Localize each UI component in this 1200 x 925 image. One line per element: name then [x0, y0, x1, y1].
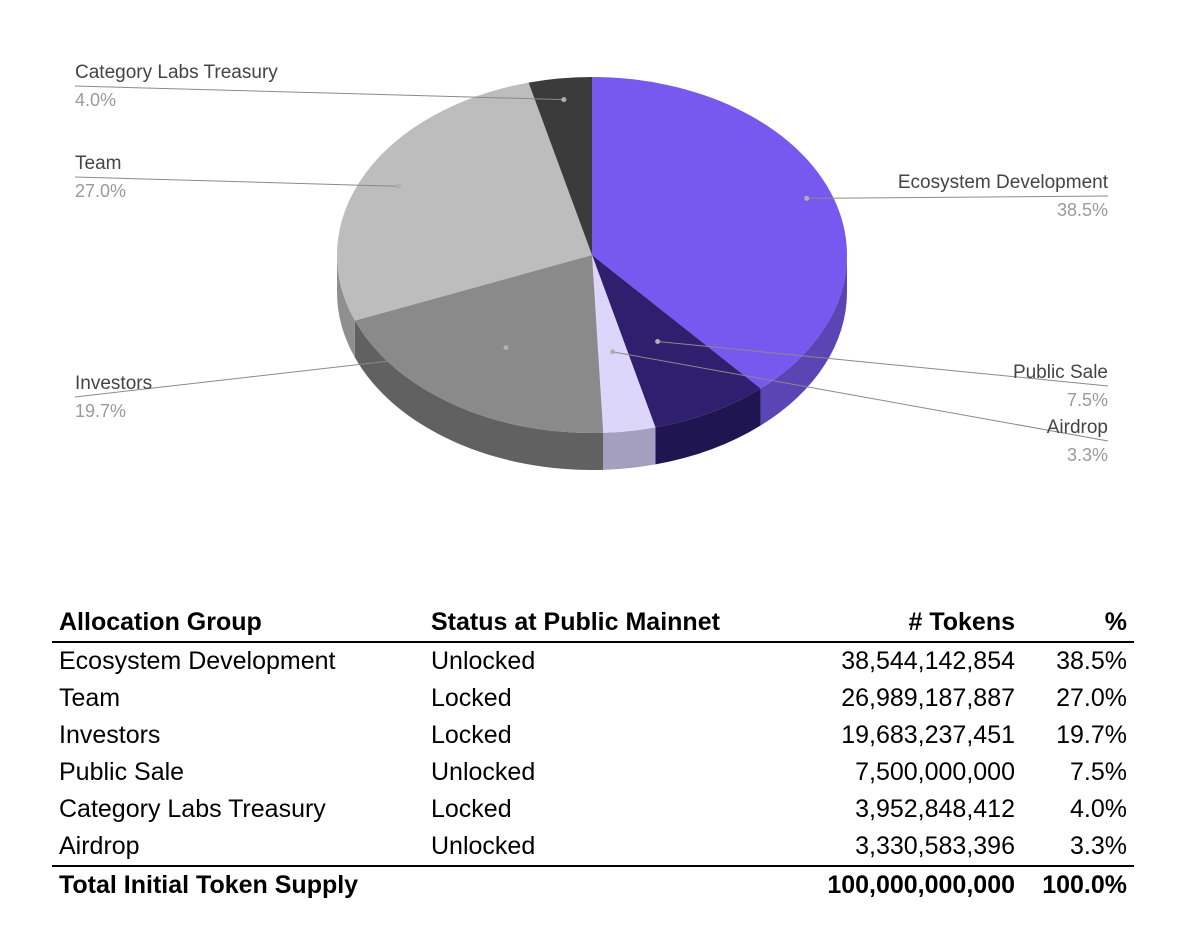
table-row: Public Sale Unlocked 7,500,000,000 7.5% — [52, 754, 1134, 791]
cell-tokens: 7,500,000,000 — [855, 758, 1015, 786]
side-team — [337, 255, 355, 358]
cell-group: Category Labs Treasury — [59, 795, 326, 823]
cell-group: Ecosystem Development — [59, 647, 336, 675]
cell-percent: 3.3% — [1070, 832, 1127, 860]
side-ecosystem-development — [760, 255, 847, 426]
table-row: Category Labs Treasury Locked 3,952,848,… — [52, 791, 1134, 828]
total-tokens: 100,000,000,000 — [768, 865, 1022, 904]
cell-status: Locked — [431, 795, 512, 823]
leader-team — [74, 176, 399, 187]
table-header-row: Allocation Group Status at Public Mainne… — [52, 604, 1134, 643]
header-status: Status at Public Mainnet — [424, 604, 768, 643]
table-total-row: Total Initial Token Supply 100,000,000,0… — [52, 865, 1134, 904]
table-row: Team Locked 26,989,187,887 27.0% — [52, 680, 1134, 717]
value-label-category-labs-treasury: 4.0% — [75, 90, 116, 110]
label-airdrop: Airdrop — [1047, 417, 1108, 438]
label-ecosystem-development: Ecosystem Development — [898, 172, 1109, 193]
label-public-sale: Public Sale — [1013, 362, 1108, 383]
value-label-team: 27.0% — [75, 181, 126, 201]
pie-labels: Ecosystem Development 38.5% Public Sale 7.5… — [75, 62, 1109, 465]
slice-airdrop — [592, 255, 656, 433]
slice-category-labs-treasury — [528, 77, 592, 255]
table-row: Investors Locked 19,683,237,451 19.7% — [52, 717, 1134, 754]
cell-group: Public Sale — [59, 758, 185, 786]
cell-tokens: 3,952,848,412 — [855, 795, 1015, 823]
cell-percent: 7.5% — [1070, 758, 1127, 786]
cell-group: Team — [59, 684, 121, 712]
table-row: Ecosystem Development Unlocked 38,544,14… — [52, 642, 1134, 680]
leader-dot-public-sale — [655, 339, 661, 345]
cell-percent: 38.5% — [1056, 647, 1127, 675]
leader-dot-ecosystem-development — [804, 195, 810, 201]
cell-status: Locked — [431, 721, 512, 749]
slice-public-sale — [592, 255, 761, 428]
label-team: Team — [75, 153, 121, 174]
cell-group: Airdrop — [59, 832, 140, 860]
cell-status: Locked — [431, 684, 512, 712]
label-investors: Investors — [75, 373, 152, 394]
leader-dot-investors — [503, 345, 509, 351]
side-public-sale — [655, 388, 761, 465]
leader-dot-team — [396, 183, 402, 189]
leader-dot-airdrop — [610, 349, 616, 355]
total-percent: 100.0% — [1022, 865, 1134, 904]
cell-percent: 19.7% — [1056, 721, 1127, 749]
cell-group: Investors — [59, 721, 161, 749]
slice-ecosystem-development — [592, 77, 847, 389]
slice-investors — [354, 255, 604, 433]
leader-ecosystem-development — [806, 195, 1109, 199]
leader-investors — [74, 347, 507, 398]
side-airdrop — [603, 427, 656, 470]
header-allocation-group: Allocation Group — [52, 604, 424, 643]
value-label-investors: 19.7% — [75, 401, 126, 421]
slice-team — [336, 82, 592, 321]
leader-airdrop — [612, 351, 1109, 442]
value-label-public-sale: 7.5% — [1067, 390, 1108, 410]
cell-status: Unlocked — [431, 647, 536, 675]
pie-sides — [337, 255, 847, 470]
total-label: Total Initial Token Supply — [52, 865, 424, 904]
table-row: Airdrop Unlocked 3,330,583,396 3.3% — [52, 828, 1134, 866]
leader-dot-category-labs-treasury — [561, 97, 567, 103]
pie-chart: Ecosystem Development 38.5% Public Sale 7.5… — [74, 62, 1109, 470]
label-category-labs-treasury: Category Labs Treasury — [75, 62, 278, 83]
pie-leaders — [74, 85, 1109, 442]
pie-tops — [336, 77, 847, 433]
header-percent: % — [1022, 604, 1134, 643]
side-investors — [354, 320, 604, 470]
allocation-table: Allocation Group Status at Public Mainne… — [52, 604, 1134, 904]
cell-status: Unlocked — [431, 832, 536, 860]
value-label-airdrop: 3.3% — [1067, 445, 1108, 465]
cell-tokens: 3,330,583,396 — [855, 832, 1015, 860]
value-label-ecosystem-development: 38.5% — [1057, 200, 1108, 220]
cell-percent: 27.0% — [1056, 684, 1127, 712]
header-tokens: # Tokens — [768, 604, 1022, 643]
cell-percent: 4.0% — [1070, 795, 1127, 823]
total-status-empty — [424, 865, 768, 904]
cell-tokens: 26,989,187,887 — [841, 684, 1015, 712]
leader-category-labs-treasury — [74, 85, 564, 101]
leader-public-sale — [657, 341, 1109, 387]
cell-tokens: 38,544,142,854 — [841, 647, 1015, 675]
cell-status: Unlocked — [431, 758, 536, 786]
cell-tokens: 19,683,237,451 — [841, 721, 1015, 749]
